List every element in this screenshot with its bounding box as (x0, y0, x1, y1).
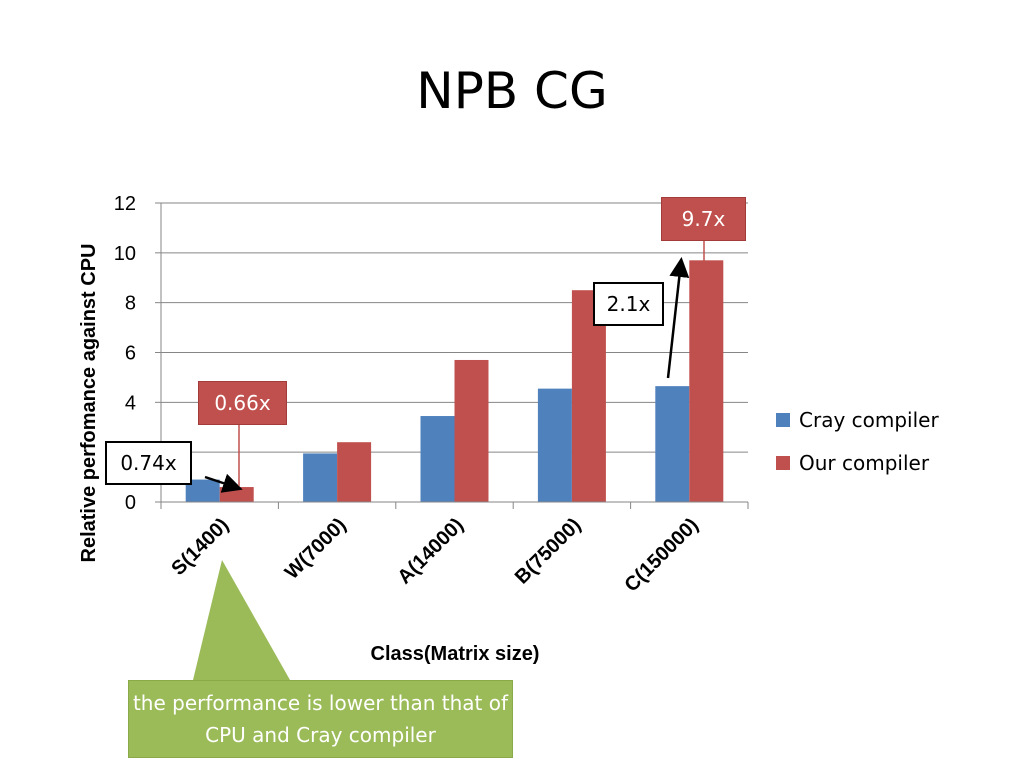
legend-label-cray: Cray compiler (799, 407, 939, 432)
bar-cray-0 (185, 479, 220, 502)
slide-title: NPB CG (416, 62, 608, 120)
x-axis-label: Class(Matrix size) (371, 643, 540, 665)
legend-swatch-ours (776, 455, 790, 470)
legend-label-ours: Our compiler (799, 450, 930, 475)
bar-ours-0 (219, 487, 254, 502)
bar-cray-1 (303, 453, 338, 502)
x-tick-label: B(75000) (511, 514, 586, 589)
x-tick-label: S(1400) (167, 514, 233, 580)
y-tick-label: 8 (125, 293, 136, 315)
annotation-2-1x: 2.1x (593, 282, 664, 326)
bar-ours-4 (689, 260, 724, 502)
green-note-callout: the performance is lower than that of CP… (128, 680, 513, 758)
legend-item-ours: Our compiler (776, 441, 939, 484)
arrow-0-74x (204, 473, 243, 493)
x-tick-label: C(150000) (620, 514, 702, 596)
legend-item-cray: Cray compiler (776, 398, 939, 441)
annotation-arrows (204, 241, 705, 493)
annotation-0-66x: 0.66x (198, 381, 287, 425)
legend: Cray compiler Our compiler (776, 398, 939, 484)
annotation-9-7x: 9.7x (661, 197, 746, 241)
bar-cray-4 (655, 386, 690, 502)
y-axis-label: Relative perfomance against CPU (78, 244, 100, 563)
y-tick-label: 10 (114, 243, 136, 265)
arrow-2-1x (666, 257, 690, 379)
bar-cray-2 (420, 416, 455, 502)
y-tick-label: 4 (125, 392, 136, 414)
bar-ours-1 (337, 442, 372, 502)
bar-cray-3 (537, 388, 572, 502)
y-tick-label: 0 (125, 492, 136, 514)
bar-ours-2 (454, 359, 489, 502)
y-tick-label: 6 (125, 343, 136, 365)
y-tick-label: 12 (114, 193, 136, 215)
annotation-0-74x: 0.74x (105, 441, 192, 485)
x-tick-label: A(14000) (394, 514, 469, 589)
legend-swatch-cray (776, 412, 790, 427)
x-tick-label: W(7000) (281, 514, 351, 584)
